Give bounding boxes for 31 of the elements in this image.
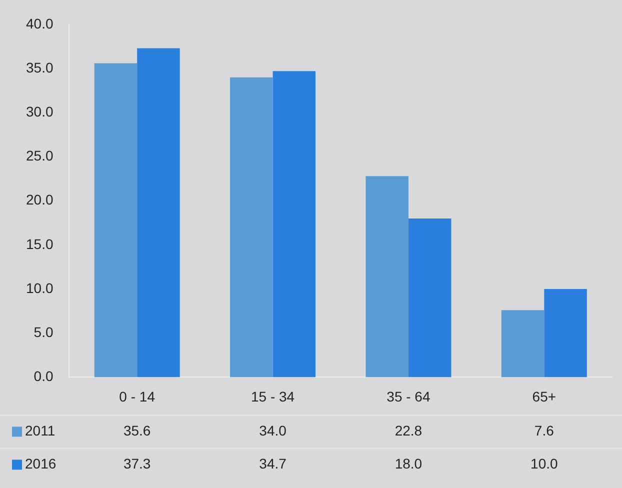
y-tick-label: 15.0 bbox=[26, 236, 54, 252]
bar bbox=[137, 48, 180, 378]
legend-label: 2011 bbox=[25, 422, 56, 439]
bar bbox=[408, 218, 452, 378]
data-label: 22.8 bbox=[394, 422, 422, 439]
data-label: 7.6 bbox=[534, 422, 554, 439]
y-tick-label: 20.0 bbox=[26, 192, 54, 208]
data-label: 37.3 bbox=[123, 456, 151, 472]
data-label: 34.0 bbox=[259, 422, 287, 439]
y-tick-label: 0.0 bbox=[34, 368, 54, 384]
bar bbox=[94, 63, 138, 378]
data-label: 35.6 bbox=[123, 422, 151, 439]
x-tick-label: 15 - 34 bbox=[250, 388, 295, 404]
y-tick-label: 35.0 bbox=[26, 59, 54, 76]
y-tick-label: 10.0 bbox=[26, 280, 54, 296]
bar bbox=[272, 71, 316, 378]
data-label: 10.0 bbox=[530, 456, 558, 472]
y-tick-label: 5.0 bbox=[34, 324, 54, 340]
legend-label: 2016 bbox=[25, 456, 56, 472]
data-label: 34.7 bbox=[259, 456, 287, 472]
y-tick-label: 30.0 bbox=[26, 103, 54, 120]
y-tick-label: 25.0 bbox=[26, 148, 54, 164]
x-tick-label: 0 - 14 bbox=[119, 388, 156, 404]
bar bbox=[230, 77, 273, 378]
x-tick-label: 65+ bbox=[532, 388, 556, 404]
bar bbox=[544, 289, 587, 378]
data-label: 18.0 bbox=[394, 456, 422, 472]
x-tick-label: 35 - 64 bbox=[386, 388, 430, 404]
bar bbox=[366, 176, 408, 378]
y-tick-label: 40.0 bbox=[26, 15, 54, 32]
bar bbox=[501, 310, 544, 378]
